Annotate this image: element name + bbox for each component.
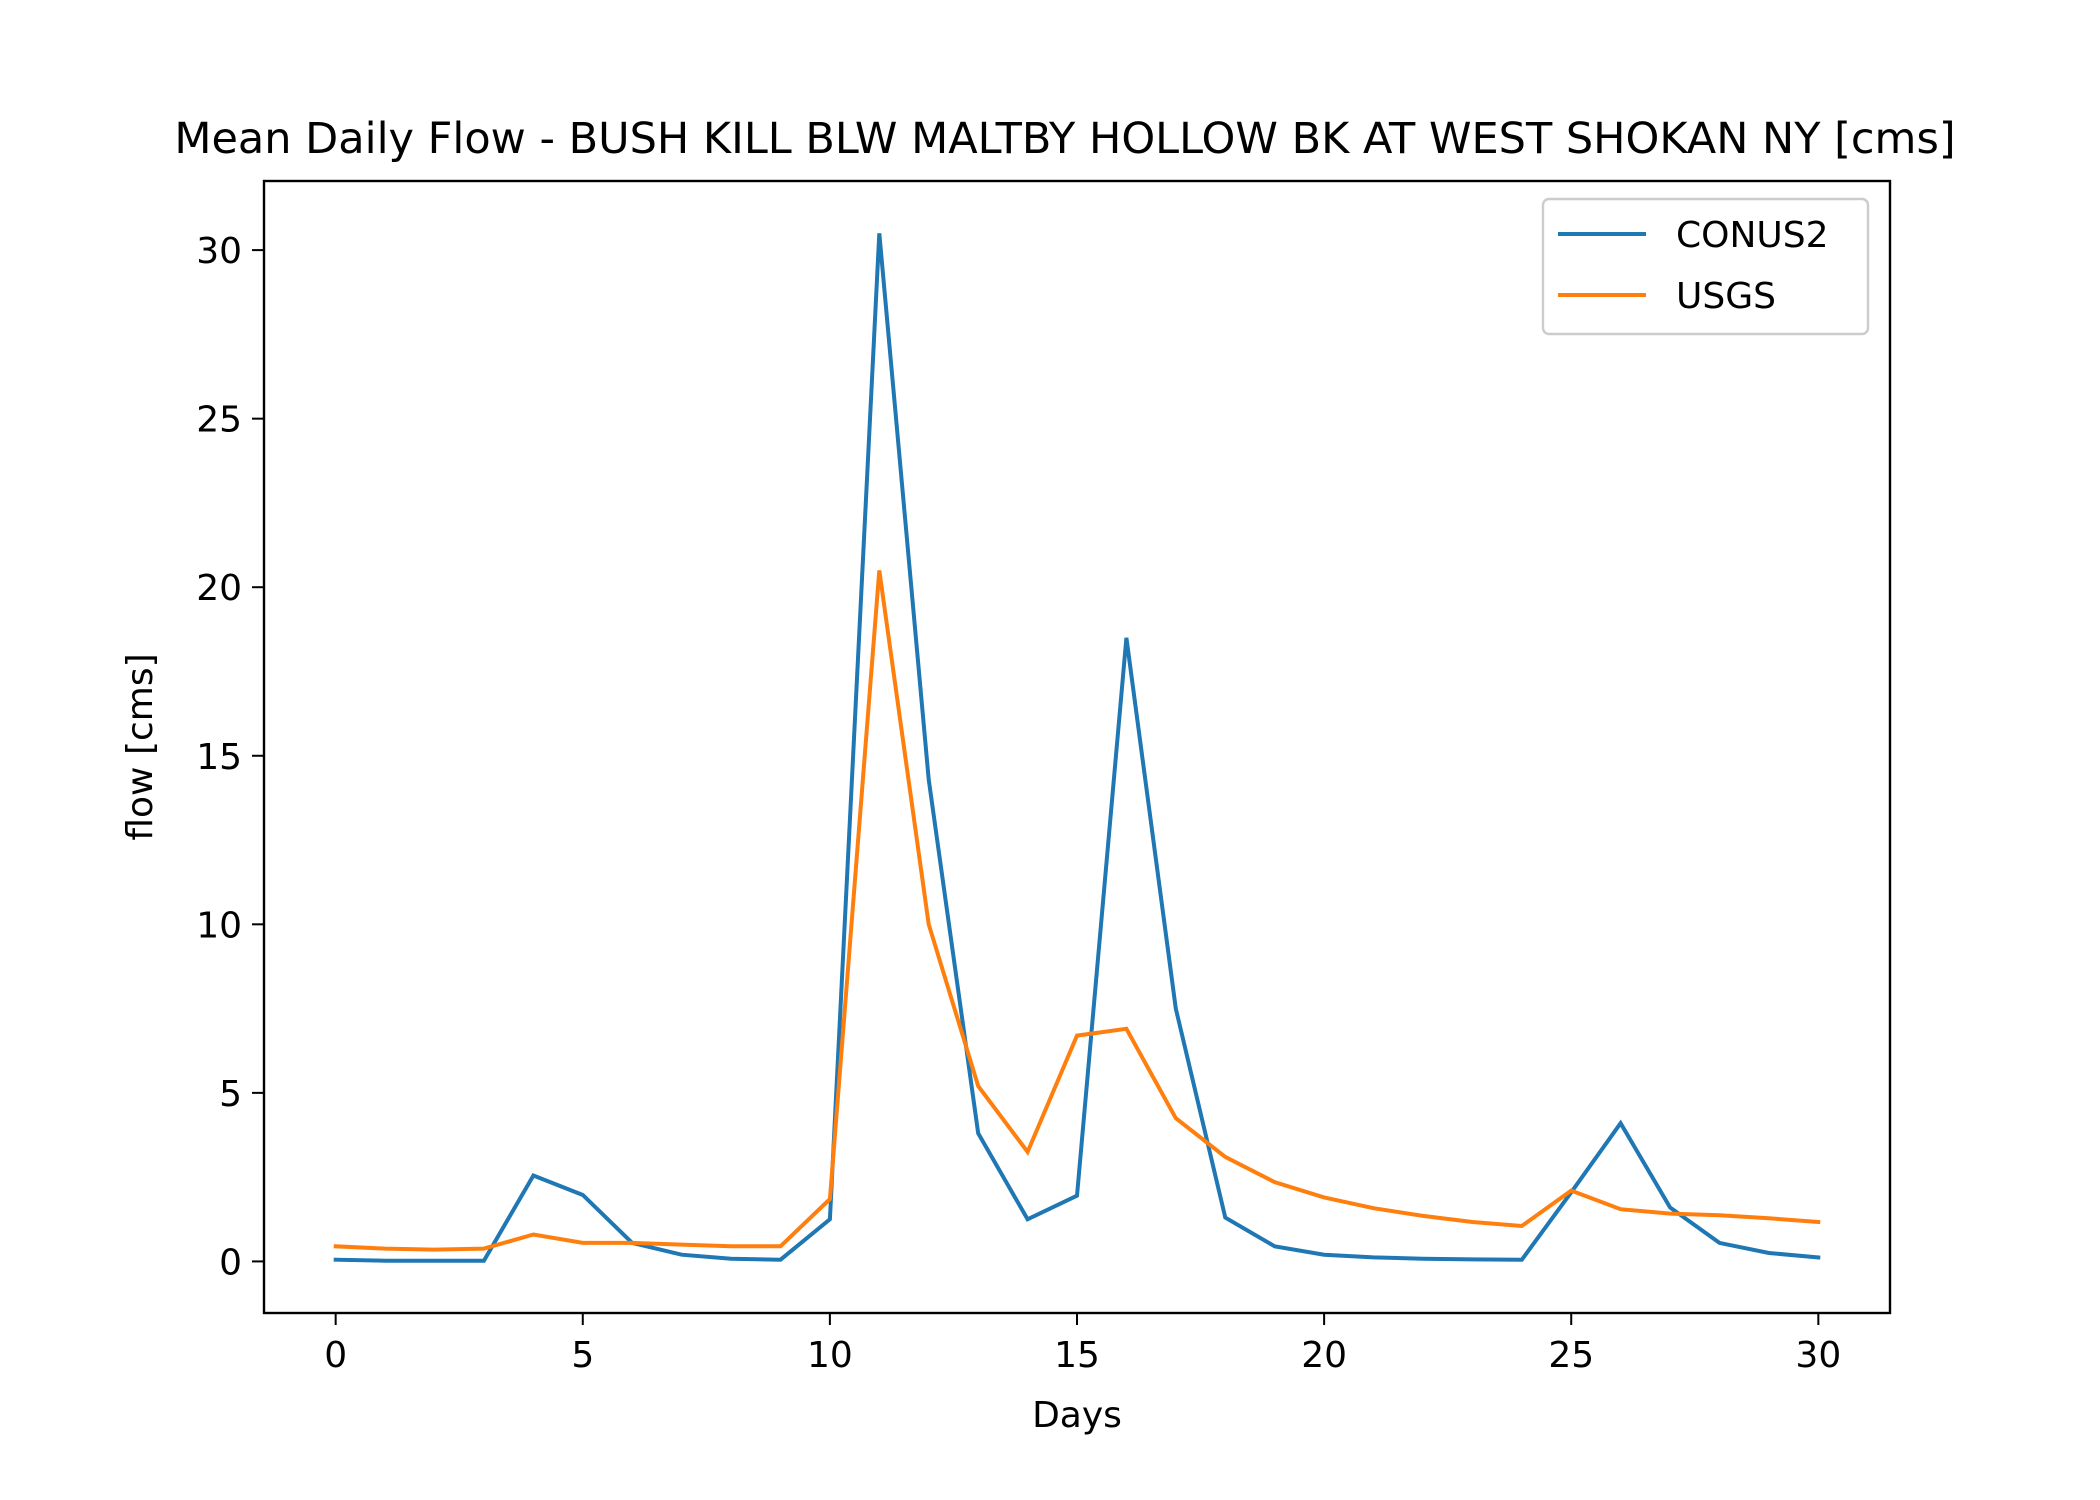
data-point-usgs-4	[531, 1233, 535, 1237]
series-usgs	[333, 568, 1821, 1252]
data-point-usgs-5	[581, 1241, 585, 1245]
data-point-conus2-28	[1718, 1241, 1722, 1245]
data-point-usgs-8	[729, 1244, 733, 1248]
data-point-conus2-12	[927, 777, 931, 781]
data-point-conus2-2	[433, 1259, 437, 1263]
data-point-usgs-17	[1174, 1116, 1178, 1120]
chart-title: Mean Daily Flow - BUSH KILL BLW MALTBY H…	[174, 114, 1955, 164]
data-point-usgs-16	[1124, 1027, 1128, 1031]
data-point-conus2-1	[383, 1259, 387, 1263]
legend-items: CONUS2 USGS	[1558, 215, 1829, 317]
data-point-conus2-9	[779, 1258, 783, 1262]
data-point-conus2-23	[1470, 1257, 1474, 1261]
y-tick-label: 30	[196, 231, 242, 272]
data-point-usgs-24	[1520, 1224, 1524, 1228]
data-point-conus2-14	[1026, 1217, 1030, 1221]
x-axis-label: Days	[1032, 1395, 1122, 1436]
data-point-usgs-11	[877, 568, 881, 572]
data-point-usgs-19	[1273, 1180, 1277, 1184]
data-point-conus2-26	[1619, 1121, 1623, 1125]
data-point-usgs-3	[482, 1247, 486, 1251]
data-point-conus2-29	[1767, 1251, 1771, 1255]
y-tick-label: 10	[196, 905, 242, 946]
x-axis: 0 5 10 15 20 25 30	[324, 1313, 1841, 1376]
data-point-usgs-26	[1619, 1207, 1623, 1211]
data-point-usgs-13	[976, 1084, 980, 1088]
data-point-usgs-22	[1421, 1214, 1425, 1218]
series-line-usgs	[333, 570, 1821, 1252]
x-tick-label: 25	[1548, 1335, 1594, 1376]
data-point-conus2-4	[531, 1174, 535, 1178]
y-axis: 0 5 10 15 20 25 30	[196, 231, 264, 1283]
data-point-usgs-9	[779, 1244, 783, 1248]
data-point-usgs-28	[1718, 1213, 1722, 1217]
x-tick-label: 0	[324, 1335, 347, 1376]
data-point-conus2-7	[680, 1253, 684, 1257]
data-point-usgs-1	[383, 1247, 387, 1251]
data-point-usgs-10	[828, 1197, 832, 1201]
data-point-conus2-0	[334, 1258, 338, 1262]
data-point-usgs-21	[1372, 1206, 1376, 1210]
data-point-conus2-18	[1223, 1216, 1227, 1220]
data-point-conus2-24	[1520, 1258, 1524, 1262]
series-layer	[333, 231, 1821, 1263]
y-tick-label: 0	[219, 1242, 242, 1283]
data-point-usgs-7	[680, 1243, 684, 1247]
legend-label-conus2: CONUS2	[1676, 215, 1829, 256]
data-point-usgs-15	[1075, 1034, 1079, 1038]
data-point-conus2-20	[1322, 1253, 1326, 1257]
data-point-conus2-5	[581, 1193, 585, 1197]
legend: CONUS2 USGS	[1541, 197, 1870, 336]
y-tick-label: 20	[196, 568, 242, 609]
data-point-conus2-17	[1174, 1007, 1178, 1011]
data-point-conus2-3	[482, 1259, 486, 1263]
y-tick-label: 15	[196, 737, 242, 778]
data-point-conus2-11	[877, 231, 881, 235]
data-point-usgs-18	[1223, 1155, 1227, 1159]
data-point-usgs-12	[927, 922, 931, 926]
data-point-conus2-30	[1816, 1255, 1820, 1259]
data-point-usgs-20	[1322, 1195, 1326, 1199]
data-point-usgs-27	[1668, 1212, 1672, 1216]
data-point-usgs-23	[1470, 1220, 1474, 1224]
y-axis-label: flow [cms]	[120, 653, 161, 840]
data-point-usgs-0	[334, 1244, 338, 1248]
data-point-conus2-13	[976, 1131, 980, 1135]
y-tick-label: 25	[196, 400, 242, 441]
data-point-conus2-10	[828, 1217, 832, 1221]
data-point-conus2-22	[1421, 1257, 1425, 1261]
x-tick-label: 10	[807, 1335, 853, 1376]
x-tick-label: 20	[1301, 1335, 1347, 1376]
data-point-conus2-16	[1124, 636, 1128, 640]
data-point-usgs-29	[1767, 1216, 1771, 1220]
data-point-conus2-19	[1273, 1244, 1277, 1248]
data-point-conus2-8	[729, 1257, 733, 1261]
x-tick-label: 30	[1795, 1335, 1841, 1376]
data-point-conus2-15	[1075, 1194, 1079, 1198]
x-tick-label: 5	[571, 1335, 594, 1376]
data-point-usgs-2	[433, 1248, 437, 1252]
data-point-usgs-25	[1569, 1189, 1573, 1193]
legend-label-usgs: USGS	[1676, 276, 1776, 317]
y-tick-label: 5	[219, 1074, 242, 1115]
data-point-conus2-27	[1668, 1206, 1672, 1210]
data-point-usgs-6	[630, 1241, 634, 1245]
data-point-conus2-21	[1372, 1255, 1376, 1259]
data-point-usgs-14	[1026, 1150, 1030, 1154]
data-point-usgs-30	[1816, 1220, 1820, 1224]
x-tick-label: 15	[1054, 1335, 1100, 1376]
